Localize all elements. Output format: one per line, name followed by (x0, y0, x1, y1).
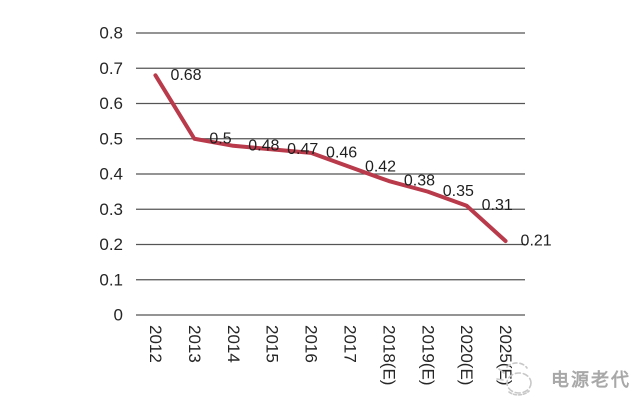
watermark: 电源老代 (494, 358, 631, 400)
data-point-label: 0.46 (326, 144, 357, 161)
x-axis-tick-label: 2019(E) (418, 325, 437, 385)
x-axis-tick-label: 2014 (224, 325, 243, 363)
y-axis-tick-label: 0.4 (99, 165, 123, 184)
data-point-label: 0.47 (287, 141, 318, 158)
x-axis-tick-label: 2016 (302, 325, 321, 363)
y-axis-tick-label: 0 (114, 306, 123, 325)
x-axis-tick-label: 2018(E) (379, 325, 398, 385)
data-line-series (153, 73, 508, 243)
data-point-label: 0.48 (248, 137, 279, 154)
y-axis-tick-label: 0.1 (99, 270, 123, 289)
y-axis-tick-label: 0.3 (99, 200, 123, 219)
x-axis-tick-label: 2015 (263, 325, 282, 363)
x-axis-tick-label: 2017 (340, 325, 359, 363)
data-point-label: 0.42 (365, 158, 396, 175)
watermark-text: 电源老代 (551, 370, 631, 390)
data-point-label: 0.31 (482, 197, 513, 214)
data-point-label: 0.35 (443, 183, 474, 200)
x-axis-tick-label: 2012 (146, 325, 165, 363)
data-point-label: 0.68 (170, 67, 201, 84)
y-axis-tick-label: 0.8 (99, 24, 123, 43)
data-point-label: 0.21 (521, 232, 552, 249)
x-axis-tick-label: 2020(E) (457, 325, 476, 385)
x-axis-tick-label: 2013 (185, 325, 204, 363)
data-point-label: 0.5 (209, 130, 231, 147)
y-axis-tick-label: 0.7 (99, 59, 123, 78)
y-axis-tick-label: 0.5 (99, 129, 123, 148)
data-point-label: 0.38 (404, 173, 435, 190)
y-axis-tick-label: 0.6 (99, 94, 123, 113)
y-axis-tick-label: 0.2 (99, 235, 123, 254)
doodle-sketch-icon (496, 362, 532, 396)
